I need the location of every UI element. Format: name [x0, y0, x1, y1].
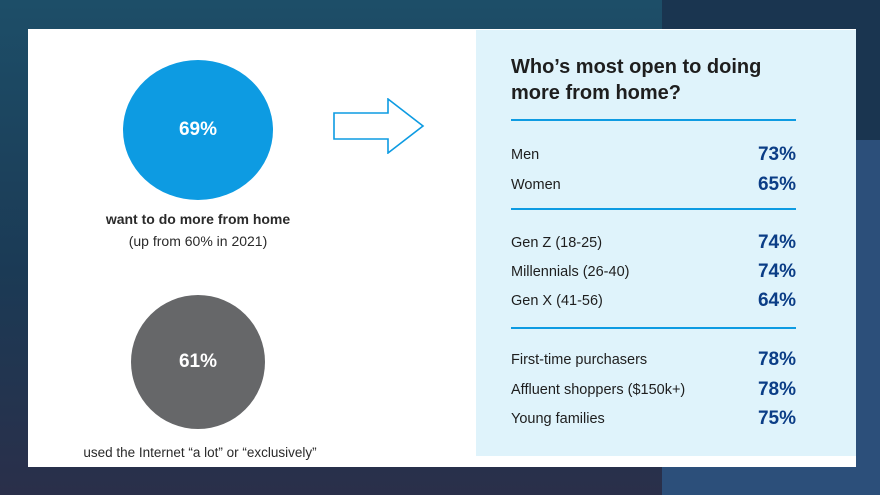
stat-circle-grey: 61% [131, 295, 265, 429]
panel-title-line: more from home? [511, 82, 682, 104]
stat-caption: used the Internet “a lot” or “exclusivel… [83, 445, 317, 460]
row-label: Women [511, 177, 561, 193]
stat-value: 61% [178, 351, 218, 372]
stat-circle-blue: 69% [123, 60, 273, 200]
row-label: Affluent shoppers ($150k+) [511, 382, 686, 398]
row-value: 65% [757, 174, 796, 195]
background-accent-strip [855, 140, 880, 495]
divider [511, 327, 796, 329]
row-value: 75% [757, 408, 796, 429]
stat-subcaption: (up from 60% in 2021) [128, 233, 268, 249]
row-value: 78% [757, 349, 796, 370]
row-label: Gen X (41-56) [511, 293, 603, 309]
divider [511, 208, 796, 210]
row-label: Men [511, 147, 540, 163]
row-label: First-time purchasers [511, 352, 648, 368]
stat-value: 69% [178, 119, 218, 140]
row-value: 74% [757, 261, 796, 282]
row-label: Gen Z (18-25) [511, 235, 603, 251]
panel-title: Who’s most open to doing more from home? [511, 54, 811, 106]
row-value: 64% [757, 290, 796, 311]
right-arrow-icon [333, 98, 425, 154]
background-accent-footer [662, 467, 880, 495]
stat-row-gen-x: Gen X (41-56) 64% [511, 288, 796, 312]
stat-caption: want to do more from home [105, 211, 291, 227]
stat-row-gen-z: Gen Z (18-25) 74% [511, 230, 796, 254]
panel-title-line: Who’s most open to doing [511, 56, 762, 78]
demographics-panel [476, 30, 856, 456]
divider [511, 119, 796, 121]
stat-row-millennials: Millennials (26-40) 74% [511, 259, 796, 283]
stat-row-women: Women 65% [511, 172, 796, 196]
row-label: Young families [511, 411, 605, 427]
row-label: Millennials (26-40) [511, 264, 630, 280]
stat-row-affluent-shoppers: Affluent shoppers ($150k+) 78% [511, 377, 796, 401]
stat-row-young-families: Young families 75% [511, 406, 796, 430]
stat-row-first-time-purchasers: First-time purchasers 78% [511, 347, 796, 371]
row-value: 78% [757, 379, 796, 400]
row-value: 74% [757, 232, 796, 253]
stat-row-men: Men 73% [511, 142, 796, 166]
row-value: 73% [757, 144, 796, 165]
